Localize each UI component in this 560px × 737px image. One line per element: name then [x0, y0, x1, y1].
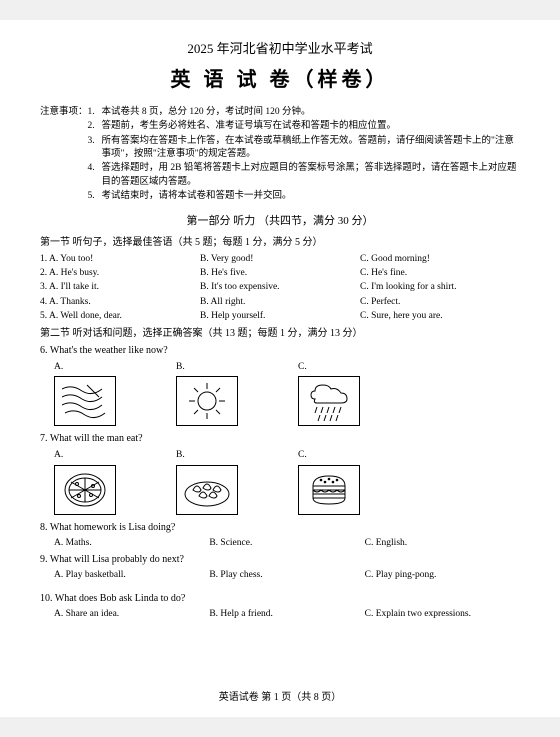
- option-b: B. Science.: [209, 537, 364, 550]
- option-a: 1. A. You too!: [40, 253, 200, 266]
- option-c: C. Perfect.: [360, 296, 520, 309]
- notice-text: 答选择题时，用 2B 铅笔将答题卡上对应题目的答案标号涂黑；答非选择题时，请在答…: [102, 162, 520, 189]
- option-label: C.: [298, 361, 360, 374]
- wind-icon: [54, 376, 116, 426]
- option-a: 2. A. He's busy.: [40, 267, 200, 280]
- option-b: B. Help yourself.: [200, 310, 360, 323]
- image-option: B.: [176, 449, 238, 514]
- option-b: B. All right.: [200, 296, 360, 309]
- option-b: B. It's too expensive.: [200, 281, 360, 294]
- q9-text: 9. What will Lisa probably do next?: [40, 553, 520, 567]
- hamburger-icon: [298, 465, 360, 515]
- notice-num: 5.: [88, 190, 102, 203]
- image-option: C.: [298, 449, 360, 514]
- option-c: C. English.: [365, 537, 520, 550]
- option-a: 5. A. Well done, dear.: [40, 310, 200, 323]
- q10-text: 10. What does Bob ask Linda to do?: [40, 592, 520, 606]
- question-row: 2. A. He's busy. B. He's five. C. He's f…: [40, 267, 520, 280]
- option-b: B. Very good!: [200, 253, 360, 266]
- notice-num: 4.: [88, 162, 102, 189]
- question-row: 3. A. I'll take it. B. It's too expensiv…: [40, 281, 520, 294]
- notice-block: 注意事项： 1.本试卷共 8 页，总分 120 分，考试时间 120 分钟。 2…: [40, 106, 520, 204]
- q6-text: 6. What's the weather like now?: [40, 344, 520, 358]
- notice-num: 1.: [88, 106, 102, 119]
- option-c: C. He's fine.: [360, 267, 520, 280]
- question-row: A. Play basketball. B. Play chess. C. Pl…: [40, 569, 520, 582]
- image-options-row: A. B.: [54, 449, 520, 514]
- notice-num: 2.: [88, 120, 102, 133]
- page-footer: 英语试卷 第 1 页（共 8 页）: [0, 691, 560, 705]
- image-option: A.: [54, 449, 116, 514]
- notice-text: 本试卷共 8 页，总分 120 分，考试时间 120 分钟。: [102, 106, 311, 119]
- option-a: A. Share an idea.: [54, 608, 209, 621]
- notice-text: 答题前，考生务必将姓名、准考证号填写在试卷和答题卡的相应位置。: [102, 120, 397, 133]
- option-c: C. I'm looking for a shirt.: [360, 281, 520, 294]
- main-title: 英 语 试 卷（样卷）: [40, 66, 520, 94]
- image-option: C.: [298, 361, 360, 426]
- option-b: B. Play chess.: [209, 569, 364, 582]
- option-c: C. Play ping-pong.: [365, 569, 520, 582]
- option-c: C. Good morning!: [360, 253, 520, 266]
- exam-page: 2025 年河北省初中学业水平考试 英 语 试 卷（样卷） 注意事项： 1.本试…: [0, 20, 560, 717]
- option-c: C. Explain two expressions.: [365, 608, 520, 621]
- option-label: A.: [54, 449, 116, 462]
- question-row: 4. A. Thanks. B. All right. C. Perfect.: [40, 296, 520, 309]
- q8-text: 8. What homework is Lisa doing?: [40, 521, 520, 535]
- pizza-icon: [54, 465, 116, 515]
- option-a: A. Maths.: [54, 537, 209, 550]
- option-label: A.: [54, 361, 116, 374]
- question-row: 5. A. Well done, dear. B. Help yourself.…: [40, 310, 520, 323]
- q7-text: 7. What will the man eat?: [40, 432, 520, 446]
- question-row: A. Maths. B. Science. C. English.: [40, 537, 520, 550]
- option-c: C. Sure, here you are.: [360, 310, 520, 323]
- image-options-row: A. B. C.: [54, 361, 520, 426]
- option-a: 3. A. I'll take it.: [40, 281, 200, 294]
- option-label: B.: [176, 361, 238, 374]
- image-option: A.: [54, 361, 116, 426]
- section2-header: 第二节 听对话和问题，选择正确答案（共 13 题；每题 1 分，满分 13 分）: [40, 327, 520, 341]
- sun-icon: [176, 376, 238, 426]
- question-row: 1. A. You too! B. Very good! C. Good mor…: [40, 253, 520, 266]
- option-label: B.: [176, 449, 238, 462]
- notice-text: 考试结束时，请将本试卷和答题卡一并交回。: [102, 190, 292, 203]
- option-a: 4. A. Thanks.: [40, 296, 200, 309]
- part1-header: 第一部分 听力 （共四节，满分 30 分）: [40, 214, 520, 229]
- notice-num: 3.: [88, 135, 102, 162]
- question-row: A. Share an idea. B. Help a friend. C. E…: [40, 608, 520, 621]
- option-a: A. Play basketball.: [54, 569, 209, 582]
- option-b: B. Help a friend.: [209, 608, 364, 621]
- dumplings-icon: [176, 465, 238, 515]
- notice-label: 注意事项：: [40, 106, 88, 204]
- year-title: 2025 年河北省初中学业水平考试: [40, 40, 520, 58]
- notice-body: 1.本试卷共 8 页，总分 120 分，考试时间 120 分钟。 2.答题前，考…: [88, 106, 520, 204]
- option-label: C.: [298, 449, 360, 462]
- image-option: B.: [176, 361, 238, 426]
- section1-header: 第一节 听句子，选择最佳答语（共 5 题；每题 1 分，满分 5 分）: [40, 236, 520, 250]
- option-b: B. He's five.: [200, 267, 360, 280]
- notice-text: 所有答案均在答题卡上作答，在本试卷或草稿纸上作答无效。答题前，请仔细阅读答题卡上…: [102, 135, 520, 162]
- rain-icon: [298, 376, 360, 426]
